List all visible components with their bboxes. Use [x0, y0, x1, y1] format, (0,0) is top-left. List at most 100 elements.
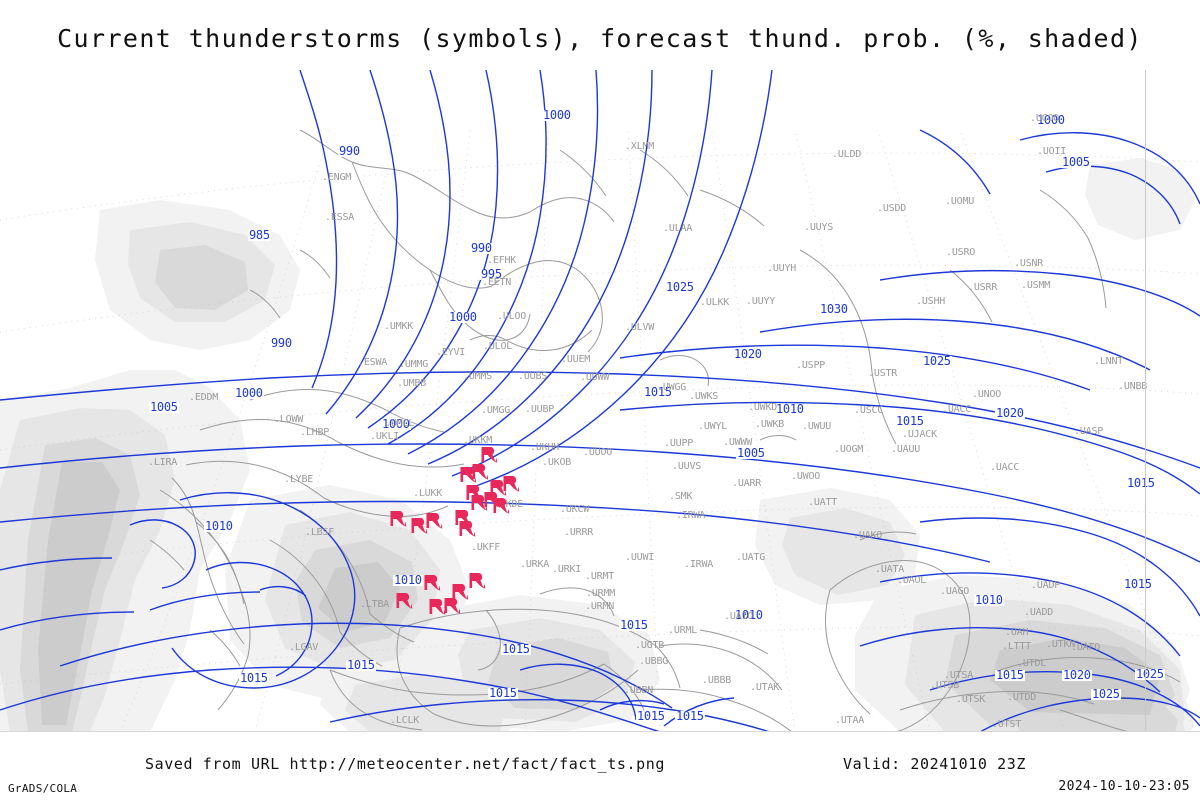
- station-label: .LNNT: [1094, 356, 1124, 367]
- thunderstorm-symbol-icon: [469, 493, 489, 513]
- thunderstorm-symbol-icon: [458, 465, 478, 485]
- thunderstorm-symbol-icon: [422, 573, 442, 593]
- station-label: .URKA: [520, 559, 550, 570]
- station-label: .EYVI: [436, 347, 466, 358]
- station-label: .UAUU: [891, 444, 921, 455]
- station-label: .LCLK: [390, 715, 420, 726]
- isobar-label: 1015: [895, 414, 925, 428]
- thunderstorm-symbol-icon: [424, 511, 444, 531]
- isobar-label: 1015: [239, 671, 269, 685]
- station-label: .UOGM: [834, 444, 864, 455]
- station-label: .UTSB: [930, 680, 960, 691]
- station-label: .UUEM: [561, 354, 591, 365]
- isobar-label: 1015: [346, 658, 376, 672]
- isobar-label: 1005: [149, 400, 179, 414]
- station-label: .UTAK: [750, 682, 780, 693]
- station-label: .UWKS: [689, 391, 719, 402]
- station-label: .UGTB: [635, 640, 665, 651]
- isobar-label: 1015: [995, 668, 1025, 682]
- isobar-label: 1010: [734, 608, 764, 622]
- station-label: .IRWA: [676, 510, 706, 521]
- isobar-contours: [0, 70, 1200, 732]
- station-label: .UAGO: [940, 586, 970, 597]
- source-url-label: Saved from URL http://meteocenter.net/fa…: [145, 755, 666, 773]
- isobar-label: 1005: [736, 446, 766, 460]
- thunderstorm-symbol-icon: [409, 516, 429, 536]
- station-label: .ULOO: [497, 311, 527, 322]
- station-label: .URRR: [564, 527, 594, 538]
- isobar-label: 1000: [234, 386, 264, 400]
- station-label: .UNOO: [972, 389, 1002, 400]
- graticule-grid: [0, 129, 1200, 732]
- station-label: .UKCW: [560, 504, 590, 515]
- generation-timestamp-label: 2024-10-10-23:05: [1058, 779, 1190, 794]
- station-label: .ENGM: [322, 172, 352, 183]
- map-canvas[interactable]: 1000 990 985 990 995 1000 1025 1030 990 1000 1020 1…: [0, 70, 1200, 732]
- isobar-label: 985: [248, 228, 271, 242]
- station-label: .UUPP: [664, 438, 694, 449]
- isobar-label: 1030: [819, 302, 849, 316]
- station-label: .UATA: [875, 564, 905, 575]
- isobar-label: 1000: [1036, 113, 1066, 127]
- station-label: .UTAA: [835, 715, 865, 726]
- station-label: .USDD: [877, 203, 907, 214]
- station-label: .UKOB: [542, 457, 572, 468]
- isobar-label: 1015: [1126, 476, 1156, 490]
- thunderstorm-symbol-icon: [427, 597, 447, 617]
- isobar-label: 1020: [995, 406, 1025, 420]
- station-label: .UUWI: [625, 552, 655, 563]
- station-label: .LBSF: [305, 527, 335, 538]
- station-label: .UUWW: [580, 372, 610, 383]
- station-label: .UMKK: [384, 321, 414, 332]
- isobar-label: 1025: [665, 280, 695, 294]
- station-label: .UMGG: [481, 405, 511, 416]
- station-label: .UAOL: [897, 575, 927, 586]
- station-label: .UCOO: [1030, 113, 1060, 124]
- station-label: .UUOO: [583, 447, 613, 458]
- isobar-label: 1010: [393, 573, 423, 587]
- station-label: .UUYS: [804, 222, 834, 233]
- station-label: .UMBB: [397, 378, 427, 389]
- station-label: .USRO: [946, 247, 976, 258]
- thunderstorm-symbol-icon: [450, 582, 470, 602]
- station-label: .UASP: [1074, 426, 1104, 437]
- station-label: .URMN: [585, 601, 615, 612]
- station-label: .UAH: [1005, 627, 1029, 638]
- station-label: .UADP: [1031, 580, 1061, 591]
- valid-time-label: Valid: 20241010 23Z: [843, 755, 1026, 773]
- station-label: .UMCL: [385, 418, 415, 429]
- station-label: .IRWA: [684, 559, 714, 570]
- station-label: .UWKB: [755, 419, 785, 430]
- station-label: .URKI: [552, 564, 582, 575]
- thunderstorm-symbol-icon: [501, 474, 521, 494]
- station-label: .UUBP: [525, 404, 555, 415]
- station-label: .UUVS: [672, 461, 702, 472]
- isobar-label: 995: [480, 267, 503, 281]
- station-label: .EDDM: [189, 392, 219, 403]
- station-label: .URMT: [585, 571, 615, 582]
- isobar-label: 1015: [675, 709, 705, 723]
- map-right-frame: [1145, 70, 1146, 732]
- station-label: .URMM: [586, 588, 616, 599]
- isobar-label: 1005: [1061, 155, 1091, 169]
- page-title: Current thunderstorms (symbols), forecas…: [57, 24, 1143, 53]
- station-label: .UWUU: [802, 421, 832, 432]
- software-credit-label: GrADS/COLA: [8, 782, 78, 795]
- thunderstorm-symbol-icon: [479, 445, 499, 465]
- map-bottom-frame: [0, 731, 1200, 732]
- isobar-label: 1025: [1135, 667, 1165, 681]
- station-label: .UTSA: [944, 670, 974, 681]
- isobar-label: 1010: [204, 519, 234, 533]
- station-label: .LYBE: [284, 474, 314, 485]
- station-label: .UATG: [736, 552, 766, 563]
- station-label: .UTST: [992, 719, 1022, 730]
- station-label: .UKDE: [494, 499, 524, 510]
- station-label: .UTKN: [1046, 639, 1076, 650]
- isobar-label: 1000: [542, 108, 572, 122]
- station-label: .UBBG: [639, 656, 669, 667]
- station-label: .ULOL: [483, 341, 513, 352]
- isobar-label: 1015: [636, 709, 666, 723]
- map-inner: 1000 990 985 990 995 1000 1025 1030 990 1000 1020 1…: [0, 70, 1200, 732]
- station-label: .UKHH: [530, 442, 560, 453]
- isobar-label: 1015: [643, 385, 673, 399]
